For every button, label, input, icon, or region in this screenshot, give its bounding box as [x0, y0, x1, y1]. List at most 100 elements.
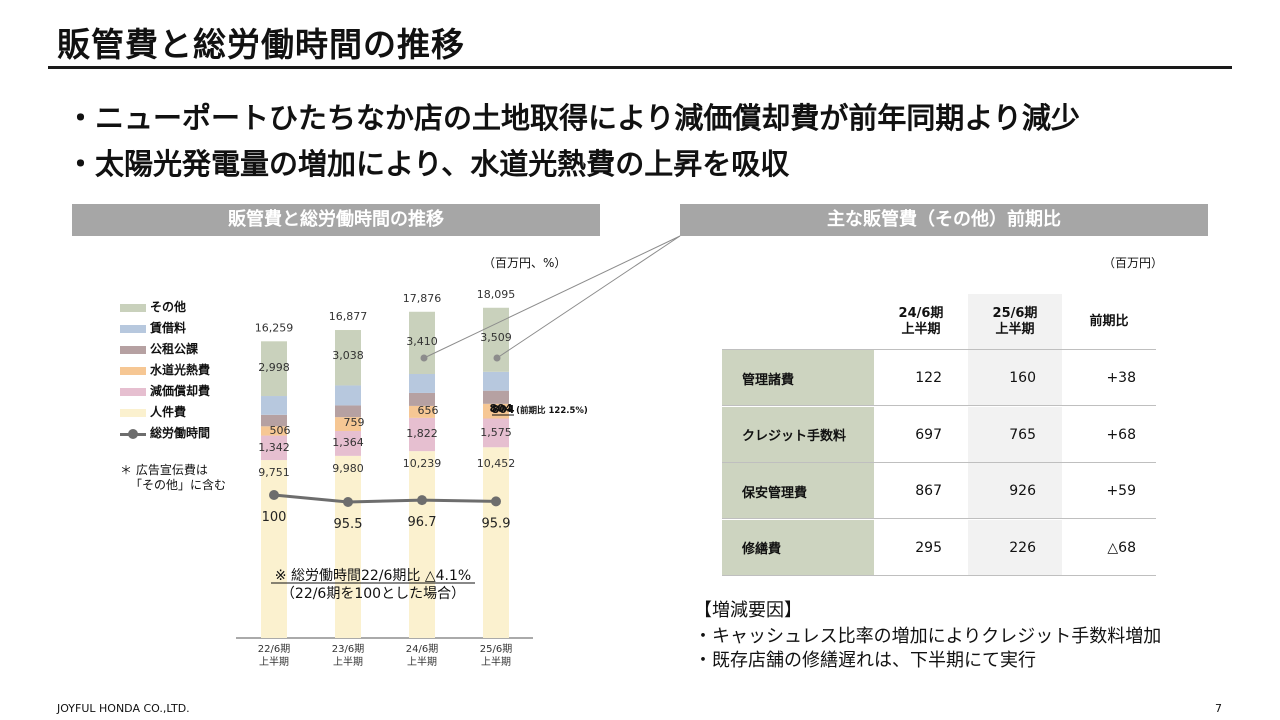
callout-dot: [493, 354, 501, 362]
cell-24: 295: [915, 539, 942, 556]
labor-hours-point: [417, 495, 427, 506]
bar-segment: [483, 390, 509, 404]
x-tick-label: 24/6期: [406, 643, 438, 655]
cell-24: 122: [915, 370, 942, 386]
cell-yoy: △68: [1107, 539, 1136, 556]
page-title: 販管費と総労働時間の推移: [57, 25, 465, 64]
total-label: 17,876: [403, 292, 442, 305]
labor-hours-label: 95.9: [482, 516, 511, 531]
factor-1: ・キャッシュレス比率の増加によりクレジット手数料増加: [694, 626, 1162, 647]
bar-segment: [409, 451, 435, 638]
bar-segment: [335, 417, 361, 431]
labor-hours-label: 96.7: [408, 515, 437, 530]
data-label-depreciation: 1,364: [332, 436, 364, 449]
data-label-personnel: 9,751: [258, 466, 290, 479]
col-header-24: 24/6期 上半期: [898, 306, 944, 337]
cell-24: 867: [915, 483, 942, 499]
cell-yoy: +38: [1106, 370, 1136, 386]
ad-note-line1: ＊ 広告宣伝費は: [120, 463, 208, 477]
bullet-1: ・ニューポートひたちなか店の土地取得により減価償却費が前年同期より減少: [66, 101, 1080, 135]
total-label: 16,877: [329, 310, 368, 323]
bar-segment: [409, 311, 435, 374]
table-unit: （百万円）: [1103, 256, 1164, 270]
bar-segment: [261, 396, 287, 415]
bar-segment: [335, 430, 361, 456]
ad-note-line2: 「その他」に含む: [130, 478, 227, 492]
labor-hours-label: 95.5: [334, 517, 363, 532]
labor-hours-point: [343, 496, 353, 507]
data-label-other: 3,038: [332, 349, 364, 362]
bar-segment: [261, 341, 287, 397]
table-row-label: 管理諸費: [722, 350, 874, 406]
row-divider: [722, 461, 1156, 463]
col-header-yoy: 前期比: [1089, 314, 1129, 329]
x-tick-label: 上半期: [481, 655, 511, 668]
labor-note-line1: ※ 総労働時間22/6期比 △4.1%: [275, 568, 471, 584]
factor-2: ・既存店舗の修繕遅れは、下半期にて実行: [694, 650, 1036, 671]
bar-segment: [409, 392, 435, 406]
callout-dot: [420, 354, 428, 362]
cell-25: 926: [968, 463, 1062, 519]
bullet-2: ・太陽光発電量の増加により、水道光熱費の上昇を吸収: [66, 147, 790, 181]
data-label-other: 2,998: [258, 361, 290, 374]
bar-segment: [483, 371, 509, 391]
bar-segment: [335, 455, 361, 638]
labor-hours-label: 100: [262, 510, 287, 525]
x-tick-label: 上半期: [407, 655, 437, 668]
table-row-label: クレジット手数料: [722, 406, 874, 463]
data-label-personnel: 9,980: [332, 462, 364, 475]
bar-segment: [261, 426, 287, 436]
table-row-label: 保安管理費: [722, 463, 874, 519]
bar-segment: [261, 435, 287, 461]
cell-25: 160: [968, 350, 1062, 406]
data-label-utilities: 656: [418, 404, 439, 417]
labor-hours-point: [491, 496, 501, 507]
bar-segment: [483, 447, 509, 638]
row-divider: [722, 574, 1156, 576]
x-tick-label: 25/6期: [480, 643, 512, 655]
bar-segment: [409, 417, 435, 452]
row-divider: [722, 405, 1156, 406]
bar-segment: [483, 418, 509, 448]
x-tick-label: 22/6期: [258, 643, 290, 655]
table-row-label: 修繕費: [722, 519, 874, 576]
header-divider: [722, 349, 1156, 350]
chart-unit: （百万円、%）: [483, 256, 567, 270]
bar-segment: [261, 414, 287, 427]
data-label-depreciation: 1,342: [258, 441, 290, 454]
labor-hours-line: [273, 493, 497, 504]
labor-note-line2: （22/6期を100とした場合）: [281, 586, 465, 602]
callout-line: [423, 235, 681, 359]
col-header-25: 25/6期 上半期: [968, 294, 1062, 350]
data-label-personnel: 10,452: [477, 457, 516, 470]
x-tick-label: 23/6期: [332, 643, 364, 655]
cell-yoy: +59: [1106, 483, 1136, 499]
data-label-depreciation: 1,575: [480, 426, 512, 439]
bar-segment: [335, 405, 361, 418]
bar-segment: [335, 385, 361, 406]
data-label-depreciation: 1,822: [406, 427, 438, 440]
callout-line: [496, 235, 681, 359]
labor-hours-point: [269, 490, 279, 500]
row-divider: [722, 518, 1156, 519]
utilities-yoy-label: (前期比 122.5%): [516, 405, 588, 416]
right-panel-heading: 主な販管費（その他）前期比: [680, 204, 1208, 236]
x-tick-label: 上半期: [259, 655, 289, 668]
bar-segment: [409, 373, 435, 393]
cell-yoy: +68: [1106, 426, 1136, 443]
data-label-other: 3,509: [480, 331, 512, 344]
total-label: 18,095: [477, 288, 516, 301]
total-label: 16,259: [255, 321, 294, 334]
data-label-personnel: 10,239: [403, 457, 442, 470]
bar-segment: [335, 330, 361, 386]
footer-company: JOYFUL HONDA CO.,LTD.: [57, 702, 190, 715]
left-panel-heading: 販管費と総労働時間の推移: [72, 204, 600, 236]
x-tick-label: 上半期: [333, 655, 363, 668]
data-label-other: 3,410: [406, 335, 438, 348]
cell-24: 697: [915, 426, 942, 443]
data-label-utilities: 506: [270, 424, 291, 437]
data-label-utilities: 759: [344, 416, 365, 429]
bar-segment: [261, 460, 287, 638]
data-label-utilities: 804: [490, 402, 513, 415]
